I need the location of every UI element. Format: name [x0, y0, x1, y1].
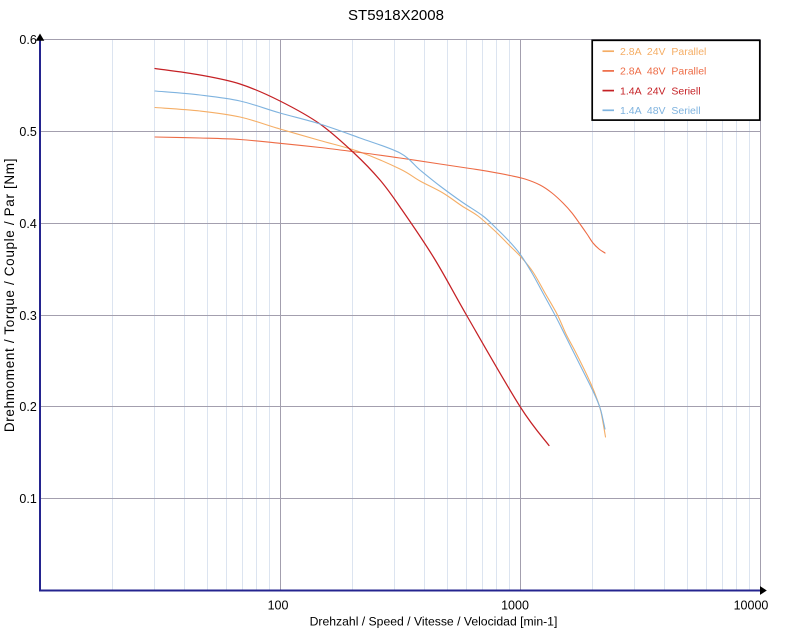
svg-text:10000: 10000: [734, 599, 769, 613]
svg-text:0.5: 0.5: [19, 125, 36, 139]
svg-text:ST5918X2008: ST5918X2008: [348, 7, 444, 24]
svg-text:1.4A 24V Seriell: 1.4A 24V Seriell: [620, 85, 701, 97]
svg-text:1.4A 48V Seriell: 1.4A 48V Seriell: [620, 105, 701, 117]
svg-text:0.6: 0.6: [19, 33, 36, 47]
svg-text:0.1: 0.1: [19, 492, 36, 506]
svg-text:2.8A 24V Parallel: 2.8A 24V Parallel: [620, 46, 706, 58]
svg-text:100: 100: [268, 599, 289, 613]
svg-text:0.3: 0.3: [19, 309, 36, 323]
svg-text:0.2: 0.2: [19, 400, 36, 414]
svg-text:1000: 1000: [501, 599, 529, 613]
svg-text:0.4: 0.4: [19, 217, 36, 231]
svg-text:Drehzahl / Speed / Vitesse / V: Drehzahl / Speed / Vitesse / Velocidad […: [310, 615, 558, 629]
svg-text:2.8A 48V Parallel: 2.8A 48V Parallel: [620, 66, 706, 78]
svg-text:Drehmoment / Torque / Couple /: Drehmoment / Torque / Couple / Par [Nm]: [2, 158, 17, 432]
